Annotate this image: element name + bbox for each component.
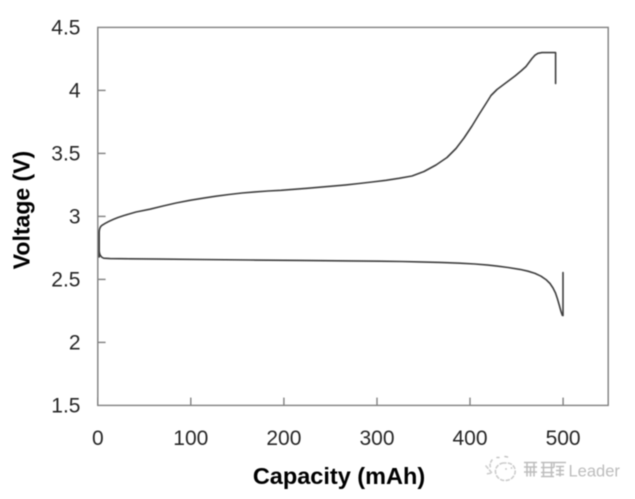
svg-text:300: 300 [359,427,394,450]
svg-text:3.5: 3.5 [51,143,80,166]
svg-text:2.5: 2.5 [51,269,80,292]
svg-text:Capacity (mAh): Capacity (mAh) [253,463,425,489]
svg-text:400: 400 [452,427,487,450]
svg-text:500: 500 [546,427,581,450]
svg-text:Voltage (V): Voltage (V) [9,151,35,269]
svg-text:100: 100 [173,427,208,450]
svg-text:200: 200 [266,427,301,450]
svg-text:4.5: 4.5 [51,17,80,40]
svg-text:3: 3 [69,206,81,229]
svg-text:2: 2 [69,332,81,355]
svg-text:0: 0 [92,427,104,450]
svg-text:Leader: Leader [569,463,621,481]
svg-text:1.5: 1.5 [51,395,80,418]
svg-text:4: 4 [69,80,81,103]
